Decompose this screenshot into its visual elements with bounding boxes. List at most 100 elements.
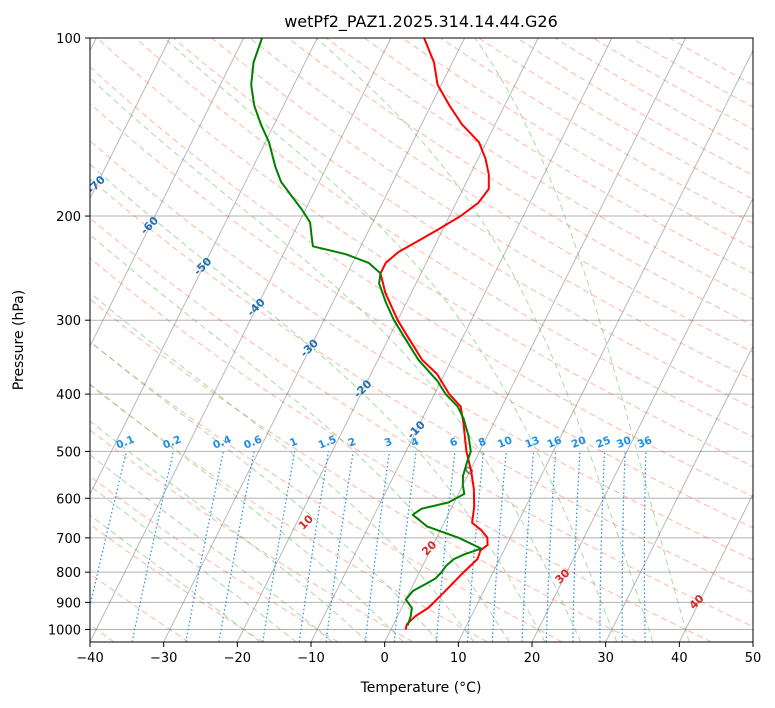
mixing-ratio-label: 0.2 <box>161 434 183 452</box>
isotherm-line <box>605 345 753 642</box>
moist-adiabat <box>90 420 369 642</box>
isotherm-label: -30 <box>298 336 321 359</box>
mixing-ratio-label: 6 <box>448 436 459 450</box>
x-tick-label: −40 <box>76 651 103 666</box>
x-tick-label: 10 <box>450 651 467 666</box>
dry-adiabat <box>90 102 753 529</box>
dry-adiabat <box>211 38 753 381</box>
x-tick-label: 50 <box>745 651 762 666</box>
mixing-ratio-line <box>131 451 174 642</box>
mixing-ratio-label: 0.1 <box>115 434 137 452</box>
mixing-ratio-label: 2 <box>347 436 358 450</box>
dry-adiabat <box>90 384 488 642</box>
mixing-ratio-line <box>491 451 507 642</box>
dry-adiabat <box>90 573 190 642</box>
mixing-ratio-line <box>599 451 606 642</box>
mixing-ratio-label: 13 <box>523 434 541 451</box>
mixing-ratio-label: 1 <box>288 436 299 450</box>
moist-adiabat <box>90 383 404 642</box>
isotherm-label: -90 <box>0 91 2 114</box>
y-tick-label: 200 <box>56 210 81 225</box>
isotherm-label: -10 <box>405 418 428 441</box>
mixing-ratio-line <box>218 451 255 642</box>
isotherm-line <box>163 38 466 642</box>
dry-adiabat <box>402 38 753 249</box>
mixing-ratio-label: 25 <box>594 434 612 451</box>
isotherm-label: -70 <box>85 173 108 196</box>
mixing-ratio-label: 8 <box>477 436 488 450</box>
dry-adiabat <box>90 341 563 642</box>
moist-adiabat <box>315 38 654 642</box>
dry-adiabat-label: 20 <box>419 538 439 558</box>
isotherm-label: -40 <box>245 295 268 318</box>
mixing-ratio-line <box>435 451 456 642</box>
mixing-ratio-label: 3 <box>383 436 394 450</box>
mixing-ratio-label: 20 <box>570 434 588 451</box>
moist-adiabat <box>90 77 582 642</box>
y-tick-label: 700 <box>56 532 81 547</box>
mixing-ratio-label: 30 <box>615 434 633 451</box>
dry-adiabat <box>90 257 712 642</box>
isotherm-line <box>90 38 171 200</box>
isotherm-label: -20 <box>351 377 374 400</box>
moist-adiabat <box>90 234 510 642</box>
dry-adiabat <box>134 38 753 438</box>
mixing-ratio-label: 0.4 <box>211 434 233 452</box>
isotherm-line <box>236 38 539 642</box>
mixing-ratio-line <box>621 451 626 642</box>
x-tick-label: −20 <box>224 651 251 666</box>
isotherm-line <box>310 38 613 642</box>
dry-adiabat <box>90 66 753 498</box>
mixing-ratio-line <box>643 451 647 642</box>
dry-adiabat <box>249 38 753 353</box>
moist-adiabat <box>90 485 297 642</box>
isotherm-label: -50 <box>191 255 214 278</box>
isotherm-line <box>678 493 753 642</box>
dry-adiabat-label: 30 <box>553 566 573 586</box>
chart-title: wetPf2_PAZ1.2025.314.14.44.G26 <box>284 12 558 32</box>
moist-adiabat <box>90 341 439 642</box>
dry-adiabat-label: 40 <box>687 592 707 612</box>
isotherm-line <box>90 38 318 496</box>
y-tick-label: 500 <box>56 445 81 460</box>
dewpoint-line <box>250 38 483 626</box>
y-tick-label: 400 <box>56 388 81 403</box>
mixing-ratio-label: 0.6 <box>242 434 264 452</box>
dry-adiabat <box>287 38 753 326</box>
x-tick-label: 40 <box>671 651 688 666</box>
moist-adiabat <box>474 38 690 642</box>
y-tick-label: 100 <box>56 32 81 47</box>
temperature-line <box>379 38 490 630</box>
isotherm-line <box>457 49 753 642</box>
isotherm-label: -60 <box>138 214 161 237</box>
y-tick-label: 900 <box>56 596 81 611</box>
mixing-ratio-line <box>90 451 128 609</box>
x-tick-label: 30 <box>597 651 614 666</box>
dry-adiabat <box>516 38 753 177</box>
isotherm-line <box>90 38 392 642</box>
plot-frame <box>89 37 754 643</box>
dry-adiabat <box>592 38 753 130</box>
dry-adiabat <box>90 475 339 642</box>
mixing-ratio-line <box>325 451 354 642</box>
dry-adiabat <box>90 140 753 561</box>
dry-adiabat <box>669 38 753 86</box>
dry-adiabat <box>90 217 753 628</box>
moist-adiabat <box>90 514 261 642</box>
y-axis-label: Pressure (hPa) <box>11 290 27 390</box>
dry-adiabat <box>554 38 753 153</box>
dry-adiabat <box>96 38 753 468</box>
mixing-ratio-line <box>364 451 391 642</box>
mixing-ratio-label: 1.5 <box>317 434 339 452</box>
y-tick-label: 800 <box>56 566 81 581</box>
moist-adiabat <box>90 454 333 642</box>
moist-adiabat <box>90 292 475 642</box>
dry-adiabat-label: 10 <box>296 512 316 532</box>
mixing-ratio-line <box>298 451 330 642</box>
isotherm-line <box>384 38 687 642</box>
moist-adiabat <box>163 38 618 642</box>
mixing-ratio-line <box>262 451 296 642</box>
mixing-ratio-label: 36 <box>636 434 654 451</box>
dry-adiabat <box>325 38 753 300</box>
